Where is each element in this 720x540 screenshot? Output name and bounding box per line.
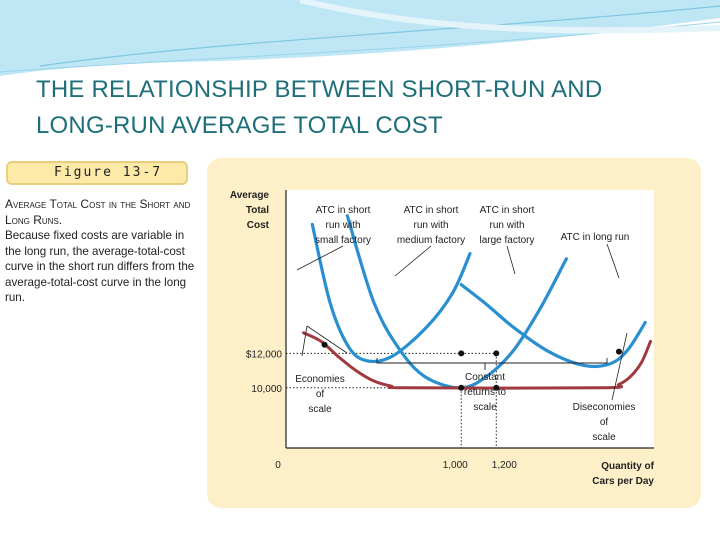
curve-label-4-line-1: ATC in long run xyxy=(561,232,630,243)
slide-title-line-2: LONG-RUN AVERAGE TOTAL COST xyxy=(36,112,443,139)
economies-leader xyxy=(301,325,348,357)
figure-caption: Average Total Cost in the Short and Long… xyxy=(5,197,197,306)
x-tick-label-2: 1,200 xyxy=(492,460,517,471)
annotation-1-line-3: scale xyxy=(308,404,332,415)
annotation-2-line-3: scale xyxy=(473,402,497,413)
x-axis-label-1: Quantity of xyxy=(601,461,654,472)
curve-label-2-line-2: run with xyxy=(413,220,448,231)
marked-point-2 xyxy=(458,350,465,357)
constant-returns-bracket xyxy=(376,358,608,364)
curve-label-1-line-1: ATC in short xyxy=(316,205,371,216)
curve-label-3-line-2: run with xyxy=(489,220,524,231)
marked-point-1 xyxy=(321,341,328,348)
series-short-run-small xyxy=(310,222,472,364)
annotation-3-line-2: of xyxy=(600,417,609,428)
y-axis-label-1: Average xyxy=(230,190,270,201)
marked-point-5 xyxy=(493,350,500,357)
curve-label-leader-2 xyxy=(394,245,432,277)
curve-label-1-line-2: run with xyxy=(325,220,360,231)
x-axis-label-2: Cars per Day xyxy=(592,476,654,487)
y-axis-label-2: Total xyxy=(246,205,269,216)
y-tick-label-1: $12,000 xyxy=(246,349,283,360)
slide-title: THE RELATIONSHIP BETWEEN SHORT-RUN AND L… xyxy=(36,72,696,144)
annotation-3-line-3: scale xyxy=(592,432,616,443)
caption-title: Average Total Cost in the Short and Long… xyxy=(5,197,191,227)
curve-label-leader-1 xyxy=(296,245,344,271)
annotation-1-line-1: Economies xyxy=(295,374,344,385)
figure-label: Figure 13-7 xyxy=(6,161,188,185)
marked-point-4 xyxy=(493,384,500,391)
curve-label-1-line-3: small factory xyxy=(315,235,371,246)
curve-label-3-line-3: large factory xyxy=(479,235,534,246)
slide-title-line-1: THE RELATIONSHIP BETWEEN SHORT-RUN AND xyxy=(36,76,603,103)
y-axis-label-3: Cost xyxy=(247,220,270,231)
series-long-run xyxy=(302,331,652,390)
series-short-run-large xyxy=(459,283,647,369)
marked-point-3 xyxy=(458,384,465,391)
atc-chart: Average Total Cost Quantity of Cars per Day 0… xyxy=(230,190,655,487)
chart-panel: Average Total Cost Quantity of Cars per Day 0… xyxy=(207,158,701,508)
origin-label: 0 xyxy=(275,460,281,471)
diseconomies-leader xyxy=(611,332,628,401)
curve-label-2-line-3: medium factory xyxy=(397,235,465,246)
annotation-3-line-1: Diseconomies xyxy=(573,402,636,413)
curve-label-3-line-1: ATC in short xyxy=(480,205,535,216)
y-tick-label-2: 10,000 xyxy=(251,384,282,395)
annotation-1-line-2: of xyxy=(316,389,325,400)
curve-label-2-line-1: ATC in short xyxy=(404,205,459,216)
caption-body: Because fixed costs are variable in the … xyxy=(5,229,195,304)
annotation-2-line-2: returns to xyxy=(464,387,507,398)
annotation-2-line-1: Constant xyxy=(465,372,505,383)
curve-label-leader-4 xyxy=(606,243,620,279)
x-tick-label-1: 1,000 xyxy=(443,460,468,471)
plot-area xyxy=(286,190,654,448)
marked-point-6 xyxy=(615,348,622,355)
header-swoosh xyxy=(0,0,720,76)
curve-label-leader-3 xyxy=(506,245,516,275)
